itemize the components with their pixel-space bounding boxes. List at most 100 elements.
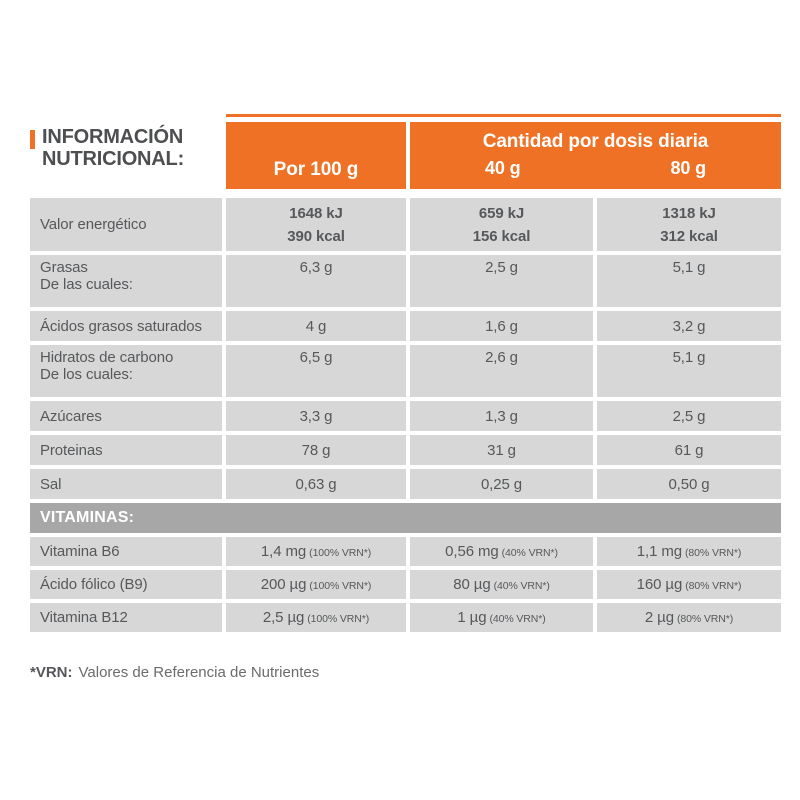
vitamin-vrn-note: (80% VRN*) xyxy=(685,547,742,559)
row-label: Ácidos grasos saturados xyxy=(30,311,222,341)
row-value-line: 1318 kJ xyxy=(662,204,716,222)
row-label-text: Proteinas xyxy=(40,441,103,459)
row-label: Sal xyxy=(30,469,222,499)
row-value: 80 µg (40% VRN*) xyxy=(410,570,593,599)
row-value: 1318 kJ 312 kcal xyxy=(597,198,781,251)
row-label: Hidratos de carbono De los cuales: xyxy=(30,345,222,397)
vitamin-amount: 0,56 mg xyxy=(445,543,499,560)
row-value: 1 µg (40% VRN*) xyxy=(410,603,593,632)
row-value-line: 1 µg (40% VRN*) xyxy=(457,609,545,626)
row-value: 0,63 g xyxy=(226,469,406,499)
row-value-line: 2,5 g xyxy=(672,407,706,425)
row-value: 6,5 g xyxy=(226,345,406,397)
row-label: Ácido fólico (B9) xyxy=(30,570,222,599)
table-title-line1: INFORMACIÓN xyxy=(42,126,184,148)
row-value-line: 659 kJ xyxy=(478,204,525,222)
vitamin-amount: 80 µg xyxy=(453,576,491,593)
row-value-line: 0,50 g xyxy=(668,475,710,493)
row-value-line: 2 µg (80% VRN*) xyxy=(645,609,733,626)
col-header-daily-dose: Cantidad por dosis diaria 40 g 80 g xyxy=(410,122,781,189)
dose-subheader-40g: 40 g xyxy=(484,158,521,178)
row-value: 0,25 g xyxy=(410,469,593,499)
row-value-line: 200 µg (100% VRN*) xyxy=(261,576,372,593)
title-accent-bar xyxy=(30,130,35,149)
row-value: 61 g xyxy=(597,435,781,465)
row-label-text: Vitamina B6 xyxy=(40,543,120,560)
vitamins-section-header: VITAMINAS: xyxy=(30,503,781,533)
row-value-line: 6,3 g xyxy=(299,259,333,276)
row-sublabel-text: De los cuales: xyxy=(40,366,133,383)
row-value: 2,5 g xyxy=(597,401,781,431)
row-label-text: Sal xyxy=(40,475,62,493)
vitamin-vrn-note: (100% VRN*) xyxy=(309,580,372,592)
row-value-line: 160 µg (80% VRN*) xyxy=(637,576,742,593)
row-value: 0,56 mg (40% VRN*) xyxy=(410,537,593,566)
row-value-line: 1,1 mg (80% VRN*) xyxy=(636,543,742,560)
row-label-text: Grasas xyxy=(40,259,88,276)
row-value-line: 1,4 mg (100% VRN*) xyxy=(261,543,371,560)
row-label-text: Vitamina B12 xyxy=(40,609,128,626)
row-value-line: 312 kcal xyxy=(660,227,718,245)
row-value: 200 µg (100% VRN*) xyxy=(226,570,406,599)
row-value: 1,4 mg (100% VRN*) xyxy=(226,537,406,566)
vitamin-vrn-note: (80% VRN*) xyxy=(685,580,742,592)
row-value: 2 µg (80% VRN*) xyxy=(597,603,781,632)
row-label: Grasas De las cuales: xyxy=(30,255,222,307)
row-label: Vitamina B12 xyxy=(30,603,222,632)
row-label-text: Valor energético xyxy=(40,216,147,233)
vitamins-section-label: VITAMINAS: xyxy=(40,509,135,526)
vitamin-amount: 2,5 µg xyxy=(262,609,305,626)
vitamin-amount: 1 µg xyxy=(457,609,487,626)
col-header-per100: Por 100 g xyxy=(226,122,406,189)
row-value: 2,5 g xyxy=(410,255,593,307)
footnote-term: *VRN: xyxy=(30,664,73,681)
row-value: 1,1 mg (80% VRN*) xyxy=(597,537,781,566)
row-value-line: 31 g xyxy=(487,441,516,459)
row-value-line: 2,5 g xyxy=(485,259,518,276)
row-value-line: 3,3 g xyxy=(299,407,333,425)
table-title-line2: NUTRICIONAL: xyxy=(42,147,185,170)
row-label: Azúcares xyxy=(30,401,222,431)
vitamin-amount: 160 µg xyxy=(636,576,683,593)
nutrition-grid: INFORMACIÓN NUTRICIONAL: Por 100 g Canti… xyxy=(30,122,781,632)
header-accent-rule xyxy=(226,114,781,117)
vitamin-amount: 1,4 mg xyxy=(260,543,307,560)
vitamin-vrn-note: (40% VRN*) xyxy=(489,613,546,625)
row-value-line: 1648 kJ xyxy=(289,204,343,222)
row-value: 0,50 g xyxy=(597,469,781,499)
row-value-line: 78 g xyxy=(301,441,331,459)
dose-subheader-80g: 80 g xyxy=(670,158,707,178)
row-value-line: 3,2 g xyxy=(672,317,706,335)
row-sublabel-text: De las cuales: xyxy=(40,276,133,293)
row-value-line: 80 µg (40% VRN*) xyxy=(453,576,550,593)
row-label: Vitamina B6 xyxy=(30,537,222,566)
table-title-cell: INFORMACIÓN NUTRICIONAL: xyxy=(30,122,222,194)
vitamin-amount: 200 µg xyxy=(260,576,307,593)
row-value: 6,3 g xyxy=(226,255,406,307)
vitamin-vrn-note: (80% VRN*) xyxy=(676,613,734,625)
row-value: 160 µg (80% VRN*) xyxy=(597,570,781,599)
daily-dose-title: Cantidad por dosis diaria xyxy=(482,131,709,152)
row-value: 2,6 g xyxy=(410,345,593,397)
row-value: 5,1 g xyxy=(597,255,781,307)
row-value: 3,3 g xyxy=(226,401,406,431)
row-value-line: 61 g xyxy=(674,441,704,459)
row-value-line: 5,1 g xyxy=(672,259,706,276)
row-label-text: Hidratos de carbono xyxy=(40,349,174,366)
vitamin-vrn-note: (100% VRN*) xyxy=(307,613,370,625)
vitamin-amount: 1,1 mg xyxy=(636,543,683,560)
vitamin-vrn-note: (100% VRN*) xyxy=(309,547,372,559)
row-label-text: Ácido fólico (B9) xyxy=(40,576,148,593)
row-value: 4 g xyxy=(226,311,406,341)
row-value: 1,3 g xyxy=(410,401,593,431)
row-value-line: 1,3 g xyxy=(485,407,518,425)
row-value-line: 156 kcal xyxy=(472,227,531,245)
footnote: *VRN: Valores de Referencia de Nutrientes xyxy=(30,664,319,681)
col-header-per100-label: Por 100 g xyxy=(273,159,359,180)
row-value: 31 g xyxy=(410,435,593,465)
row-value: 1,6 g xyxy=(410,311,593,341)
row-value-line: 0,25 g xyxy=(480,475,523,493)
row-value: 659 kJ 156 kcal xyxy=(410,198,593,251)
row-value: 2,5 µg (100% VRN*) xyxy=(226,603,406,632)
